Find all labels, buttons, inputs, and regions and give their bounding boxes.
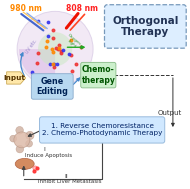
Point — [33, 170, 36, 173]
Point — [51, 47, 54, 50]
Text: 1. Reverse Chemoresistance
2. Chemo-Photodynamic Therapy: 1. Reverse Chemoresistance 2. Chemo-Phot… — [42, 123, 162, 136]
Text: I: I — [44, 147, 46, 152]
Text: UV etc.: UV etc. — [25, 38, 38, 55]
Text: Chemo-
therapy: Chemo- therapy — [81, 65, 115, 85]
Point — [45, 46, 48, 49]
Point — [52, 63, 55, 66]
Circle shape — [16, 145, 24, 153]
Point — [52, 66, 55, 69]
Point — [55, 46, 58, 49]
Point — [52, 29, 55, 32]
Circle shape — [17, 11, 93, 87]
Text: Orthogonal
Therapy: Orthogonal Therapy — [112, 16, 179, 37]
Point — [80, 45, 83, 48]
Circle shape — [14, 132, 30, 148]
Point — [61, 49, 64, 52]
Circle shape — [10, 135, 17, 142]
FancyBboxPatch shape — [40, 117, 165, 143]
Point — [70, 38, 73, 41]
Point — [31, 70, 34, 73]
Point — [57, 43, 60, 46]
Point — [59, 49, 63, 52]
Text: Inhibit Liver Metastasis: Inhibit Liver Metastasis — [38, 179, 101, 184]
Point — [56, 47, 59, 50]
Circle shape — [38, 32, 72, 66]
Point — [70, 70, 73, 73]
Point — [55, 63, 58, 66]
FancyBboxPatch shape — [81, 62, 116, 88]
FancyBboxPatch shape — [105, 5, 186, 48]
Text: Output: Output — [158, 110, 182, 116]
Point — [36, 167, 39, 170]
FancyBboxPatch shape — [31, 74, 73, 99]
Point — [49, 63, 52, 66]
Ellipse shape — [15, 158, 34, 169]
Wedge shape — [19, 49, 55, 85]
Point — [47, 21, 50, 24]
Point — [37, 51, 40, 54]
Point — [68, 52, 71, 55]
Point — [36, 62, 39, 65]
Point — [37, 19, 40, 22]
Point — [46, 40, 49, 43]
Point — [60, 51, 63, 54]
Text: 980 nm: 980 nm — [10, 4, 42, 13]
Point — [69, 53, 72, 56]
Text: 808 nm: 808 nm — [66, 4, 98, 13]
Point — [52, 62, 55, 65]
Point — [47, 35, 50, 38]
Point — [75, 63, 78, 66]
Text: Induce Apoptosis: Induce Apoptosis — [25, 153, 72, 158]
Polygon shape — [7, 72, 26, 84]
Text: Input: Input — [3, 75, 25, 81]
Text: Gene
Editing: Gene Editing — [36, 77, 68, 96]
Circle shape — [26, 140, 32, 147]
Circle shape — [26, 131, 34, 140]
Circle shape — [33, 166, 37, 170]
Point — [57, 47, 60, 50]
Text: Oxygen
Light: Oxygen Light — [64, 33, 82, 50]
Point — [51, 36, 54, 39]
Point — [51, 50, 54, 53]
Text: II: II — [65, 174, 68, 179]
Circle shape — [16, 126, 23, 134]
